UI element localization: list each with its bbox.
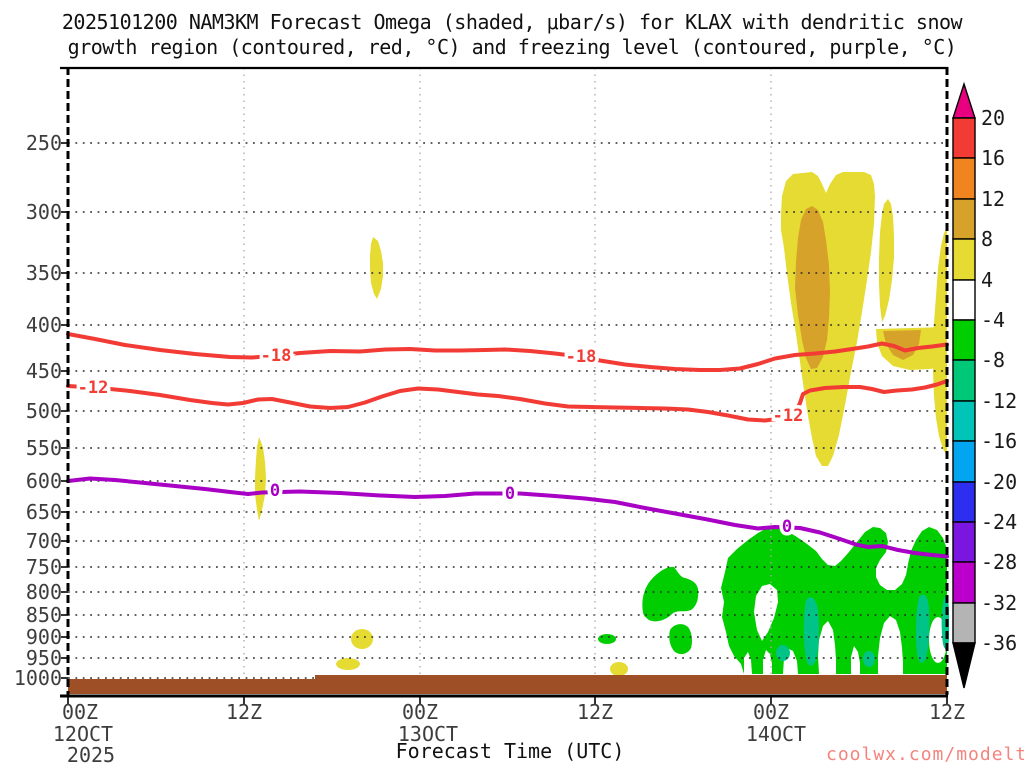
chart-title-line1: 2025101200 NAM3KM Forecast Omega (shaded… — [62, 10, 964, 34]
x-tick-label: 00Z — [753, 700, 789, 724]
colorbar — [952, 81, 976, 689]
chart-title-line2: growth region (contoured, red, °C) and f… — [68, 35, 957, 59]
colorbar-tick-label: 4 — [981, 268, 993, 292]
x-tick-label: 00Z — [62, 700, 98, 724]
plot-frame — [60, 66, 949, 698]
x-tick-label: 12Z — [226, 700, 262, 724]
y-tick-label: 800 — [26, 580, 62, 604]
x-tick-label: 12Z — [929, 700, 965, 724]
y-tick-label: 300 — [26, 200, 62, 224]
x-date-label: 13OCT — [398, 722, 458, 746]
colorbar-tick-label: 20 — [981, 106, 1005, 130]
dendritic-contour-minus12 — [66, 379, 949, 423]
y-tick-label: 1000 — [14, 666, 62, 690]
x-axis-labels: 00Z 12Z 00Z 12Z 00Z 12Z 12OCT 13OCT 14OC… — [53, 700, 965, 767]
contour-labels: -18 -18 -12 -12 0 0 0 — [74, 343, 807, 541]
x-date-label: 14OCT — [746, 722, 806, 746]
colorbar-tick-label: -28 — [981, 550, 1017, 574]
y-tick-label: 600 — [26, 469, 62, 493]
contour-label-zero-c: 0 — [782, 517, 792, 537]
colorbar-tick-label: 8 — [981, 227, 993, 251]
dendritic-contour-minus18 — [66, 332, 949, 372]
colorbar-tick-label: -24 — [981, 510, 1017, 534]
x-axis-title: Forecast Time (UTC) — [396, 739, 625, 763]
x-date-label: 12OCT — [53, 722, 113, 746]
freezing-level-contour — [66, 476, 949, 559]
contour-label-zero-b: 0 — [505, 484, 515, 504]
x-axis-ticks — [67, 696, 948, 704]
contour-label-minus12-b: -12 — [773, 406, 804, 426]
x-tick-label: 12Z — [577, 700, 613, 724]
y-tick-label: 400 — [26, 313, 62, 337]
contour-label-zero-a: 0 — [270, 481, 280, 501]
colorbar-tick-label: -4 — [981, 308, 1005, 332]
y-tick-label: 650 — [26, 500, 62, 524]
x-year-label: 2025 — [67, 743, 115, 767]
y-tick-label: 900 — [26, 625, 62, 649]
omega-positive-core-gold — [795, 206, 921, 369]
colorbar-labels: 20 16 12 8 4 -4 -8 -12 -16 -20 -24 -28 -… — [981, 106, 1017, 655]
colorbar-tick-label: -32 — [981, 591, 1017, 615]
colorbar-tick-label: -8 — [981, 348, 1005, 372]
y-axis-ticks — [61, 142, 68, 679]
y-axis-labels: 250 300 350 400 450 500 550 600 650 700 … — [14, 131, 62, 690]
contour-label-minus18-a: -18 — [261, 346, 292, 366]
colorbar-tick-label: -36 — [981, 631, 1017, 655]
contour-label-minus18-b: -18 — [566, 347, 597, 367]
colorbar-tick-label: -12 — [981, 389, 1017, 413]
vertical-gridlines — [243, 68, 772, 695]
y-tick-label: 550 — [26, 436, 62, 460]
y-tick-label: 950 — [26, 646, 62, 670]
terrain-surface-bar — [68, 675, 947, 694]
y-tick-label: 700 — [26, 529, 62, 553]
y-tick-label: 250 — [26, 131, 62, 155]
colorbar-tick-label: 12 — [981, 187, 1005, 211]
colorbar-tick-label: 16 — [981, 146, 1005, 170]
colorbar-tick-label: -20 — [981, 470, 1017, 494]
y-tick-label: 450 — [26, 359, 62, 383]
y-tick-label: 500 — [26, 399, 62, 423]
y-tick-label: 850 — [26, 603, 62, 627]
contour-label-minus12-a: -12 — [78, 378, 109, 398]
watermark-link: coolwx.com/modelts — [826, 744, 1024, 765]
colorbar-tick-label: -16 — [981, 429, 1017, 453]
x-tick-label: 00Z — [402, 700, 438, 724]
y-tick-label: 350 — [26, 261, 62, 285]
colorbar-under-arrow — [952, 642, 976, 689]
y-tick-label: 750 — [26, 555, 62, 579]
